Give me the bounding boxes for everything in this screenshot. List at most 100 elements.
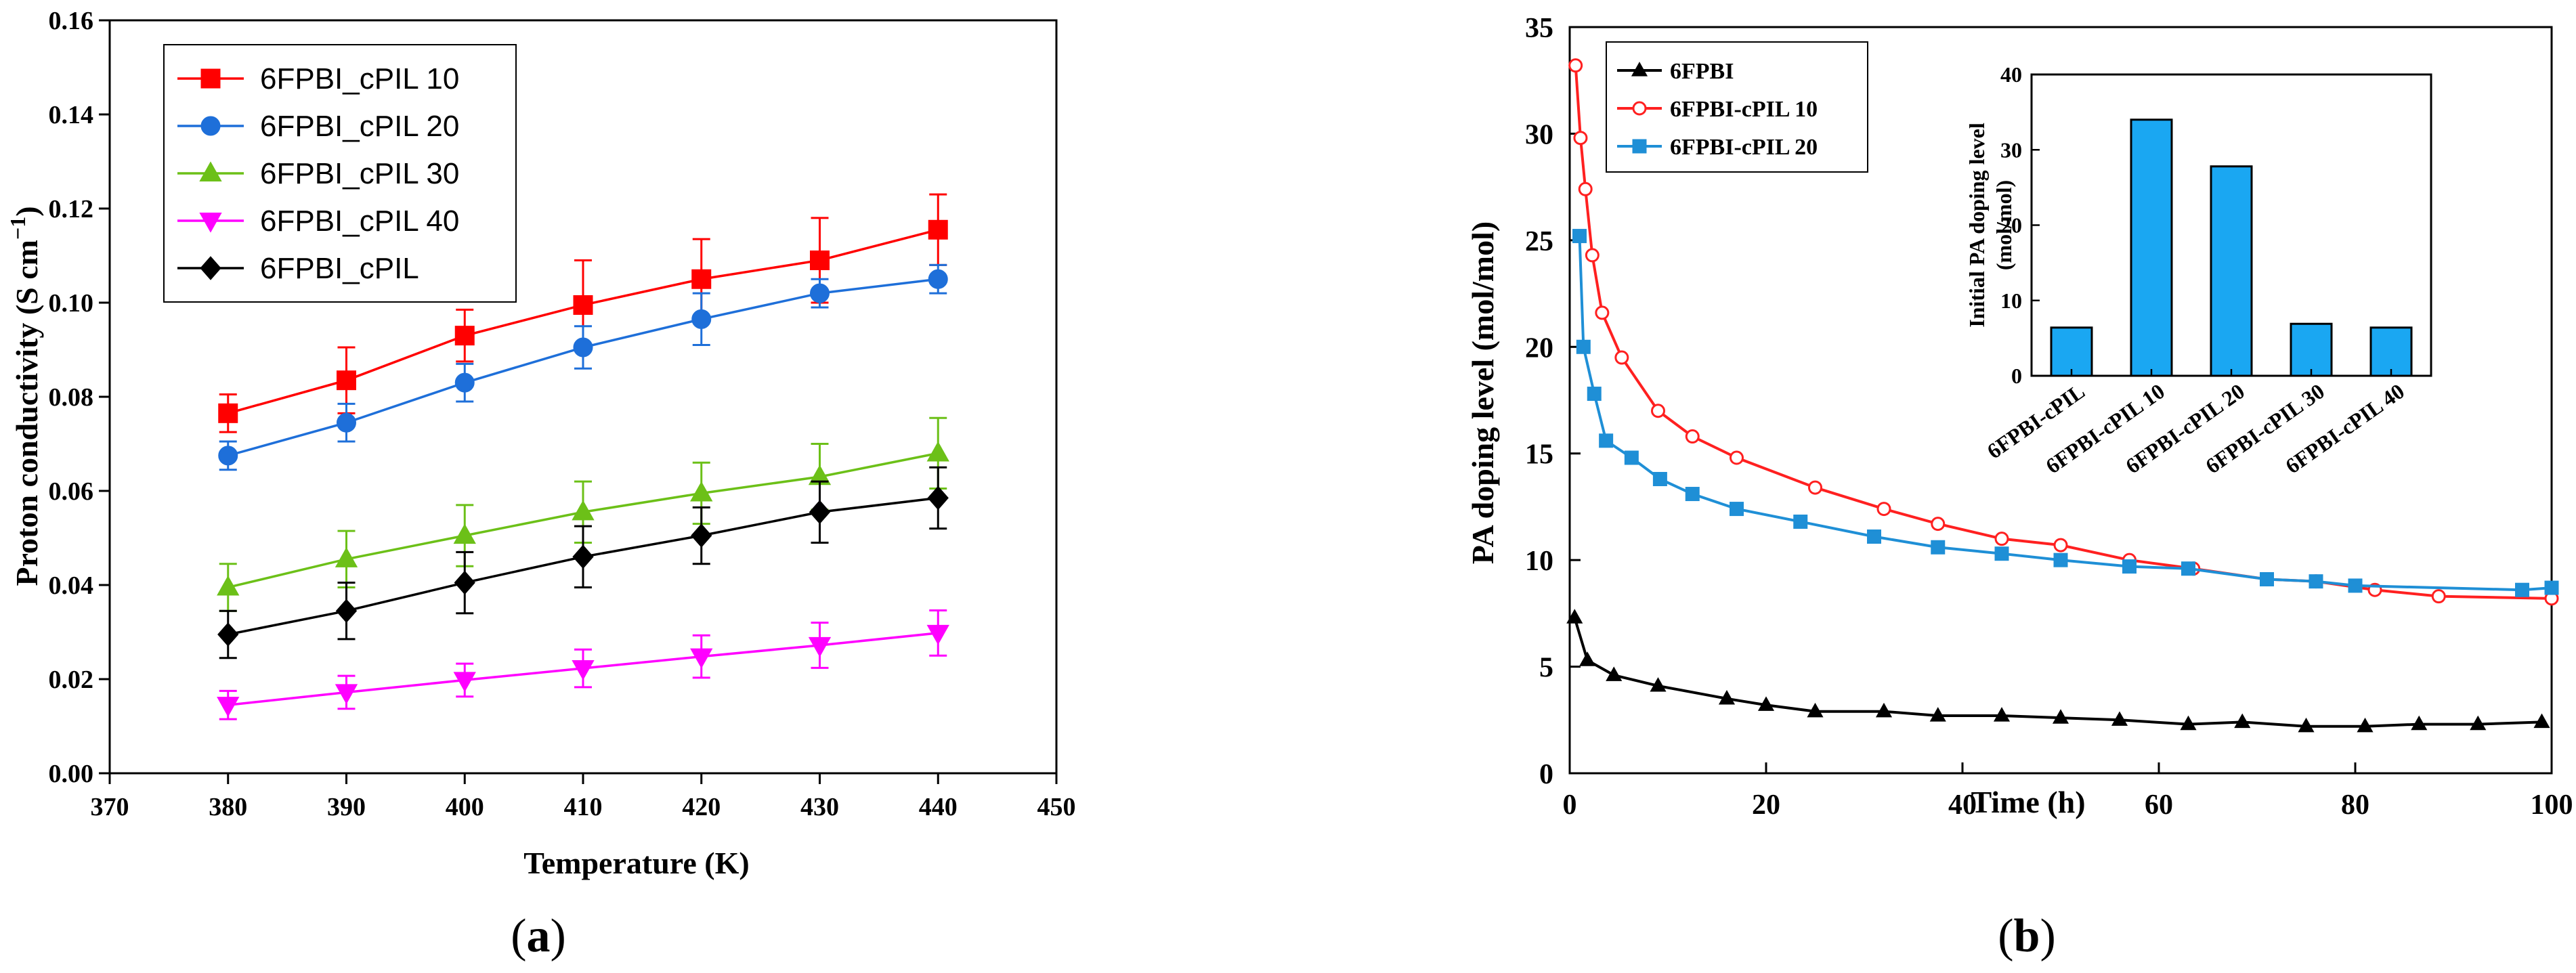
panel-b-data-point — [2111, 711, 2128, 726]
panel-b-x-tick-label: 80 — [2341, 790, 2369, 821]
panel-b-data-point — [1993, 707, 2011, 722]
panel-b-data-point — [1595, 305, 1610, 320]
panel-a-data-point — [335, 599, 358, 623]
panel-a-caption-letter: a — [527, 910, 551, 962]
panel-b-y-tick-label: 0 — [1539, 759, 1553, 790]
panel-b-data-point — [1651, 404, 1665, 418]
panel-a-data-point — [572, 500, 595, 521]
panel-a-axes: 370 380 390 400 410 420 430 440 450 0.00 0.02 0.04 0… — [49, 7, 1076, 821]
panel-a-series-1 — [218, 193, 948, 433]
panel-a-data-point — [573, 295, 593, 315]
panel-b-data-point — [1730, 502, 1744, 517]
panel-a-data-point — [573, 337, 593, 358]
panel-a-y-tick-label: 0.06 — [49, 477, 94, 506]
panel-a-data-point — [572, 660, 595, 680]
panel-a-series-layer — [217, 193, 949, 720]
panel-b-y-tick-label: 20 — [1525, 332, 1553, 364]
panel-b-data-point — [2053, 553, 2068, 567]
panel-a-data-point — [454, 372, 475, 393]
panel-b-data-point — [2234, 713, 2251, 729]
panel-b-x-tick-label: 20 — [1752, 790, 1780, 821]
panel-a-series-4 — [217, 609, 949, 720]
panel-b-x-tick-label: 60 — [2145, 790, 2173, 821]
panel-b-data-point — [2298, 717, 2315, 733]
panel-a-data-point — [809, 500, 831, 525]
panel-a-y-tick-label: 0.16 — [49, 7, 94, 35]
panel-a-data-point — [337, 412, 356, 433]
panel-b-caption: (b) — [1998, 910, 2056, 962]
panel-b-data-point — [1576, 339, 1591, 354]
panel-a-data-point — [926, 624, 949, 645]
panel-b-legend-swatch-marker — [1631, 62, 1648, 77]
panel-a-data-point — [691, 309, 712, 329]
panel-a-x-tick-label: 440 — [919, 793, 958, 821]
panel-b-data-point — [1757, 696, 1775, 711]
panel-b-series-line — [1573, 617, 2542, 728]
panel-a-x-tick-label: 390 — [327, 793, 366, 821]
inset-y-axis-title-line2: (mol/mol) — [1992, 180, 2016, 270]
panel-a-x-tick-label: 430 — [800, 793, 839, 821]
panel-a-data-point — [335, 547, 358, 567]
panel-a-data-point — [690, 648, 713, 669]
panel-a-data-point — [454, 326, 475, 346]
panel-a-y-tick-label: 0.10 — [49, 289, 94, 318]
panel-a-data-point — [927, 485, 949, 511]
panel-b-data-point — [2470, 715, 2487, 731]
inset-bar — [2050, 326, 2093, 377]
panel-b-y-tick-label: 30 — [1525, 119, 1553, 150]
panel-a-legend-label: 6FPBI_cPIL 20 — [260, 110, 459, 143]
panel-b-data-point — [2122, 559, 2137, 574]
panel-b-data-point — [2181, 561, 2195, 576]
panel-b-data-point — [1578, 181, 1593, 196]
panel-b-data-point — [2533, 713, 2550, 729]
panel-b-x-axis-title: Time (h) — [1971, 785, 2085, 819]
panel-a-y-tick-label: 0.02 — [49, 666, 94, 694]
panel-b-data-point — [1685, 487, 1700, 502]
panel-a-data-point — [808, 636, 832, 657]
inset-y-tick-label: 10 — [2000, 288, 2022, 313]
panel-a-y-tick-label: 0.04 — [49, 571, 94, 600]
panel-a-data-point — [335, 684, 358, 705]
panel-b-series-1 — [1566, 609, 2550, 733]
panel-b-y-tick-label: 15 — [1525, 439, 1553, 471]
inset-y-tick-label: 40 — [2000, 62, 2022, 87]
panel-a-data-point — [691, 523, 712, 548]
panel-a-data-point — [572, 544, 594, 569]
panel-b-data-point — [1994, 532, 2009, 546]
panel-b-data-point — [1599, 433, 1614, 448]
panel-b-series-3 — [1572, 229, 2559, 597]
panel-b-y-tick-label: 10 — [1525, 546, 1553, 577]
panel-a-data-point — [690, 481, 713, 502]
panel-a-data-point — [928, 269, 948, 289]
panel-b-data-point — [1572, 229, 1587, 244]
panel-b-data-point — [1614, 350, 1629, 365]
panel-b-data-point — [2260, 571, 2274, 586]
panel-b-legend-label: 6FPBI-cPIL 10 — [1670, 97, 1818, 122]
panel-b-data-point — [1587, 387, 1602, 402]
panel-a-y-tick-label: 0.12 — [49, 195, 94, 223]
panel-a-caption: (a) — [511, 910, 566, 962]
panel-b-x-tick-label: 0 — [1563, 790, 1577, 821]
panel-a-series-5 — [217, 466, 949, 660]
panel-b-data-point — [1931, 540, 1946, 555]
panel-b-y-tick-label: 5 — [1539, 653, 1553, 684]
panel-b-x-tick-label: 100 — [2531, 790, 2573, 821]
panel-b-data-point — [1650, 677, 1667, 692]
panel-b-legend-label: 6FPBI-cPIL 20 — [1670, 135, 1818, 160]
inset-bar — [2369, 326, 2413, 377]
panel-b-data-point — [1585, 248, 1600, 263]
panel-a-y-tick-label: 0.14 — [49, 101, 94, 129]
panel-a-legend-label: 6FPBI_cPIL 40 — [260, 204, 459, 238]
panel-a-y-axis-title-main: Proton conductivity (S cm — [9, 240, 44, 586]
panel-b-y-axis-title: PA doping level (mol/mol) — [1465, 221, 1500, 564]
panel-b-series-layer — [1566, 58, 2559, 733]
panel-a-legend-label: 6FPBI_cPIL — [260, 252, 419, 285]
panel-a-data-point — [454, 570, 475, 595]
panel-b-data-point — [1566, 609, 1583, 624]
panel-a-y-axis-title: Proton conductivity (S cm−1) — [5, 206, 44, 586]
panel-b-data-point — [1931, 517, 1946, 532]
panel-b-data-point — [1718, 689, 1736, 705]
panel-b-data-point — [1730, 450, 1744, 465]
inset-bar — [2130, 118, 2173, 377]
